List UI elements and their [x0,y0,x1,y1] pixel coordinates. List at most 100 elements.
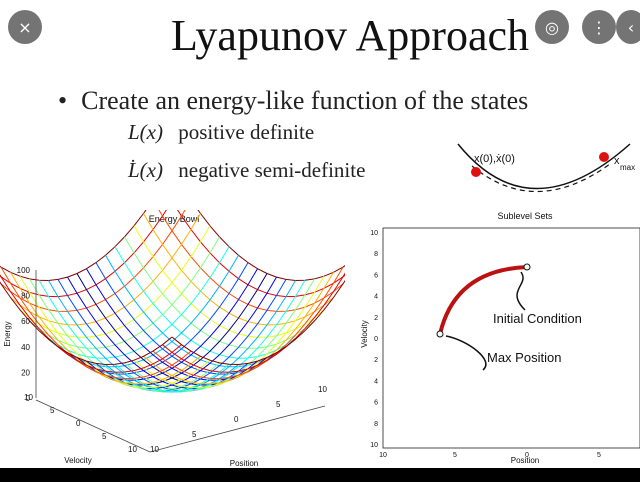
max-point-marker [599,152,609,162]
z-tick-label: 60 [21,317,30,326]
z-tick-label: 80 [21,292,30,301]
y-tick-label: 10 [318,385,327,394]
sub-point-positive: L(x) positive definite [128,120,314,145]
z-tick-label: 20 [21,368,30,377]
mesh-line [0,281,173,366]
axis-label-x: Velocity [64,456,92,465]
mesh-line [95,262,287,375]
bowl-diagram: x(0),ẋ(0) x max [457,143,635,193]
y-tick-label: 2 [374,357,378,364]
mesh-line [29,278,220,391]
y-tick-label: 5 [192,430,197,439]
y-tick-label: 8 [374,421,378,428]
close-button[interactable]: × [8,10,42,44]
more-options-button[interactable]: ⋮ [582,10,616,44]
base-axes [35,399,326,453]
mesh-line [162,272,345,373]
x-tick-label: 10 [128,445,137,454]
initial-condition-arrow [516,271,526,311]
initial-condition-marker [523,263,531,271]
x-tick-label: 5 [50,406,55,415]
sub-point-negative-text: negative semi-definite [178,158,366,182]
bullet-text: Create an energy-like function of the st… [81,86,529,115]
bullet-point: • Create an energy-like function of the s… [58,86,529,115]
mesh-line [124,236,315,349]
y-tick-label: 10 [150,445,159,454]
plot-frame [382,227,640,449]
start-point-marker [471,167,481,177]
y-tick-label: 4 [374,294,378,301]
mesh-line [143,272,334,385]
z-tick-label: 40 [21,343,30,352]
lyapunov-function-symbol: L(x) [128,120,163,144]
x-tick-label: 0 [525,452,529,459]
mesh-line [57,262,249,375]
x-tick-label: 5 [453,452,457,459]
mesh-line [29,236,220,349]
z-tick-label: 100 [17,266,31,275]
bowl-curve [457,143,631,190]
y-tick-label: 10 [370,230,378,237]
mesh-line [10,272,201,385]
lyapunov-derivative-symbol: L̇(x) [128,158,163,182]
axis-label-z: Energy [3,321,12,346]
mesh-line [0,274,182,373]
x-tick-label: 10 [379,452,387,459]
axis-label-y: Position [230,459,258,468]
x-tick-label: 5 [597,452,601,459]
y-tick-label: 10 [370,442,378,449]
mesh-line [95,279,287,392]
viewer-bottom-bar [0,468,640,482]
slide-title: Lyapunov Approach [170,11,530,60]
visual-search-button[interactable]: ◎ [535,10,569,44]
mesh-line [105,280,296,393]
surface-mesh [0,210,345,393]
sub-point-negative: L̇(x) negative semi-definite [128,158,365,183]
y-tick-label: 0 [234,415,239,424]
mesh-line [114,280,306,393]
sub-point-positive-text: positive definite [178,120,315,144]
mesh-line [57,279,249,392]
bowl-dashed-path [471,163,611,193]
y-tick-label: 5 [276,400,281,409]
mesh-line [171,279,345,366]
more-vert-icon: ⋮ [591,17,607,37]
mesh-line [48,280,239,393]
x-tick-label: 0 [76,419,81,428]
mesh-line [124,278,315,391]
mesh-line [152,266,344,380]
x-tick-label: 10 [24,393,33,402]
y-tick-label: 2 [374,315,378,322]
chart-title: Energy Bowl [149,214,200,224]
y-tick-label: 4 [374,378,378,385]
annotation-initial-condition: Initial Condition [493,311,582,326]
max-point-label: x [614,155,620,167]
close-icon: × [18,17,32,37]
mesh-line [38,246,230,359]
z-tick-label: 0 [26,394,31,403]
y-tick-label: 8 [374,251,378,258]
max-position-marker [436,330,444,338]
max-position-arrow [445,335,487,371]
trajectory-curve [438,265,528,335]
mesh-line [38,280,230,393]
y-tick-label: 6 [374,400,378,407]
start-point-label: x(0),ẋ(0) [474,153,515,165]
share-button[interactable]: ‹ [616,10,640,44]
mesh-line [0,266,192,380]
annotation-max-position: Max Position [487,350,561,365]
share-icon: ‹ [627,17,635,37]
mesh-line [158,210,344,312]
axis-label-x: Position [511,456,539,465]
y-tick-label: 0 [374,336,378,343]
chart-title: Sublevel Sets [497,211,553,221]
axis-label-y: Velocity [360,320,369,348]
x-tick-label: 5 [102,432,107,441]
max-point-subscript: max [620,163,635,172]
y-tick-label: 6 [374,272,378,279]
lens-icon: ◎ [545,17,559,37]
